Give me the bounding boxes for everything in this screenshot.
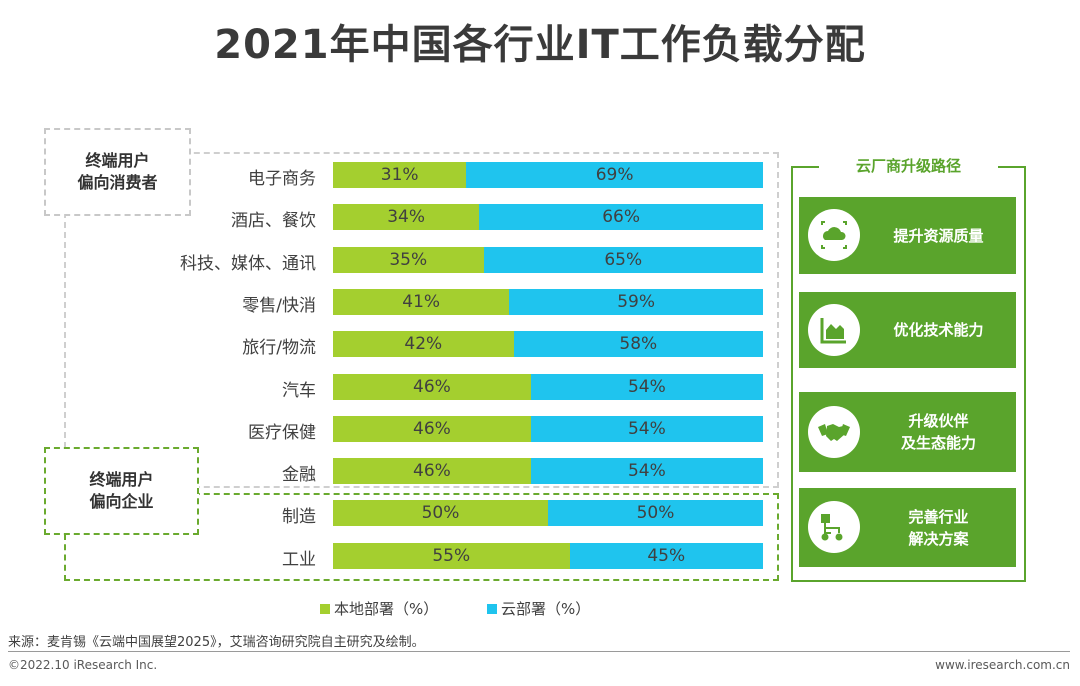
bar-cloud: 65% (483, 247, 763, 273)
category-label: 金融 (282, 465, 316, 485)
data-label: 50% (421, 503, 460, 523)
enterprise-segment-text: 终端用户 偏向企业 (89, 470, 154, 511)
flowchart-icon (808, 501, 860, 553)
bar-cloud: 45% (569, 543, 763, 569)
bar-cloud: 58% (513, 331, 763, 357)
data-label: 46% (413, 461, 451, 481)
bar-local: 34% (333, 204, 480, 230)
data-label: 69% (595, 165, 634, 185)
bar-local: 50% (333, 500, 548, 526)
category-label: 电子商务 (248, 169, 316, 189)
consumer-segment-label: 终端用户 偏向消费者 (44, 128, 191, 216)
data-label: 31% (380, 165, 419, 185)
copyright: ©2022.10 iResearch Inc. (8, 658, 158, 672)
bar-local: 41% (333, 289, 510, 315)
data-label: 54% (627, 377, 666, 397)
bar-local: 55% (333, 543, 570, 569)
bar-cloud: 66% (479, 204, 763, 230)
category-label: 汽车 (282, 381, 316, 401)
legend-label-local: 本地部署（%） (334, 600, 439, 618)
bar-local: 46% (333, 458, 531, 484)
category-label: 零售/快消 (242, 296, 316, 316)
data-label: 50% (636, 503, 675, 523)
legend-swatch-local (320, 603, 330, 614)
enterprise-segment-label: 终端用户 偏向企业 (44, 447, 199, 535)
legend-label-cloud: 云部署（%） (501, 600, 591, 618)
panel-border-left (791, 166, 819, 168)
chart-title: 2021年中国各行业IT工作负载分配 (214, 22, 866, 68)
panel-title: 云厂商升级路径 (855, 157, 961, 175)
panel-border-right (998, 166, 1026, 168)
data-label: 59% (617, 292, 656, 312)
bar-local: 31% (333, 162, 467, 188)
path-card-resource-quality: 提升资源质量 (799, 197, 1016, 274)
footer-divider (8, 651, 1070, 652)
bar-cloud: 54% (530, 416, 763, 442)
data-label: 42% (404, 334, 443, 354)
path-card-tech-capability: 优化技术能力 (799, 292, 1016, 368)
data-label: 46% (413, 419, 451, 439)
bar-cloud: 54% (530, 458, 763, 484)
data-label: 58% (619, 334, 658, 354)
website-link[interactable]: www.iresearch.com.cn (935, 658, 1070, 672)
upgrade-path-panel (791, 166, 1026, 582)
category-label: 制造 (282, 507, 316, 527)
data-label: 54% (627, 461, 666, 481)
bar-local: 46% (333, 416, 531, 442)
data-label: 55% (432, 546, 471, 566)
path-card-industry-solution: 完善行业 解决方案 (799, 488, 1016, 567)
category-label: 工业 (282, 550, 316, 570)
data-label: 41% (402, 292, 441, 312)
data-label: 35% (389, 250, 428, 270)
bar-local: 42% (333, 331, 514, 357)
category-label: 旅行/物流 (242, 338, 316, 358)
bar-cloud: 54% (530, 374, 763, 400)
path-card-label: 升级伙伴 及生态能力 (900, 412, 976, 452)
consumer-segment-frame (64, 152, 779, 488)
legend-item-local: 本地部署（%） (320, 598, 438, 619)
data-label: 34% (387, 207, 425, 227)
consumer-segment-text: 终端用户 偏向消费者 (77, 151, 158, 192)
data-label: 54% (627, 419, 666, 439)
bar-cloud: 50% (548, 500, 763, 526)
path-card-label: 优化技术能力 (893, 321, 984, 339)
cloud-icon (808, 209, 860, 261)
bar-cloud: 69% (466, 162, 763, 188)
enterprise-segment-frame (64, 493, 779, 581)
data-label: 45% (647, 546, 686, 566)
area-chart-icon (808, 304, 860, 356)
bar-local: 35% (333, 247, 484, 273)
path-card-label: 提升资源质量 (893, 226, 984, 245)
category-label: 科技、媒体、通讯 (180, 254, 316, 274)
bar-local: 46% (333, 374, 531, 400)
legend-item-cloud: 云部署（%） (487, 598, 590, 619)
data-label: 66% (602, 207, 640, 227)
data-label: 46% (413, 377, 451, 397)
legend-swatch-cloud (487, 603, 497, 614)
path-card-label: 完善行业 解决方案 (908, 507, 969, 548)
bar-cloud: 59% (509, 289, 763, 315)
data-label: 65% (604, 250, 643, 270)
category-label: 酒店、餐饮 (231, 211, 316, 231)
path-card-partner-ecosystem: 升级伙伴 及生态能力 (799, 392, 1016, 472)
handshake-icon (808, 406, 860, 458)
category-label: 医疗保健 (248, 423, 316, 443)
source-note: 来源：麦肯锡《云端中国展望2025》，艾瑞咨询研究院自主研究及绘制。 (8, 635, 425, 650)
